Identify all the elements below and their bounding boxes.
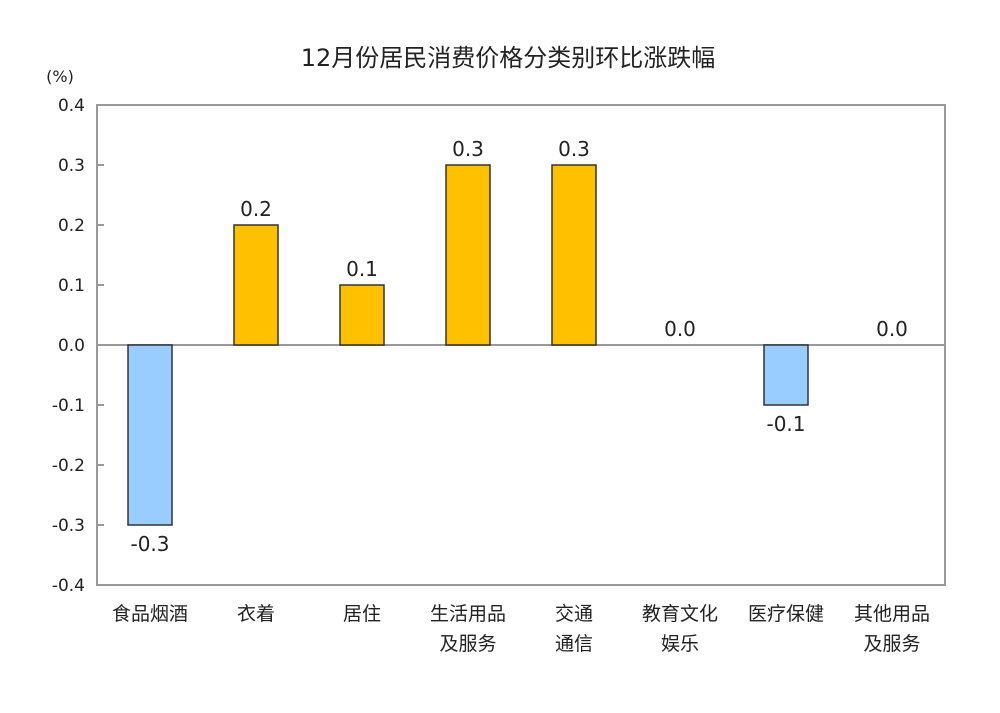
data-label: 0.3	[558, 137, 590, 161]
y-tick-label: 0.3	[58, 156, 85, 176]
y-axis-unit: (%)	[46, 67, 74, 86]
x-tick-label: 交通	[555, 603, 593, 625]
y-tick-label: -0.2	[52, 456, 85, 476]
y-tick-label: 0.4	[58, 96, 85, 116]
chart-title: 12月份居民消费价格分类别环比涨跌幅	[301, 44, 716, 72]
y-tick-label: -0.3	[52, 516, 85, 536]
x-tick-label: 其他用品	[854, 603, 930, 625]
x-tick-label: 医疗保健	[748, 603, 824, 625]
x-tick-label: 教育文化	[642, 603, 718, 625]
data-label: 0.1	[346, 257, 378, 281]
bar	[445, 164, 491, 346]
bar	[339, 284, 385, 346]
y-tick-label: -0.4	[52, 576, 85, 596]
data-label: 0.0	[876, 317, 908, 341]
data-label: 0.2	[240, 197, 272, 221]
y-tick-label: 0.2	[58, 216, 85, 236]
y-tick-label: 0.1	[58, 276, 85, 296]
y-tick-label: -0.1	[52, 396, 85, 416]
x-tick-label: 衣着	[237, 603, 275, 625]
data-label: 0.0	[664, 317, 696, 341]
x-tick-label: 居住	[343, 603, 381, 625]
data-label: -0.3	[130, 532, 169, 556]
x-tick-label: 通信	[555, 633, 593, 655]
bar	[551, 164, 597, 346]
x-tick-label: 及服务	[439, 633, 496, 655]
bar	[127, 344, 173, 526]
bar	[763, 344, 809, 406]
bar	[233, 224, 279, 346]
y-tick-label: 0.0	[58, 336, 85, 356]
x-tick-label: 食品烟酒	[112, 603, 188, 625]
x-tick-label: 及服务	[863, 633, 920, 655]
data-label: -0.1	[766, 412, 805, 436]
data-label: 0.3	[452, 137, 484, 161]
x-tick-label: 娱乐	[661, 633, 699, 655]
x-tick-label: 生活用品	[430, 603, 506, 625]
